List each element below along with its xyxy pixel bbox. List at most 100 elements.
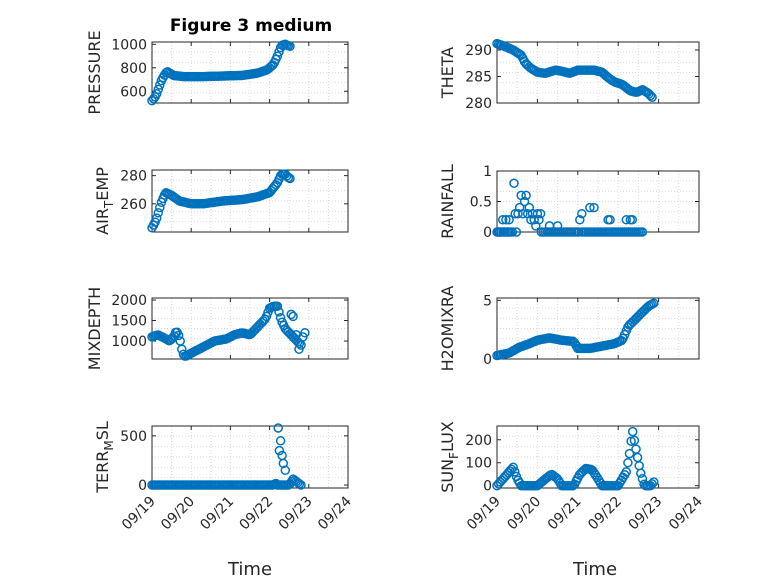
- y-tick-label: 1000: [111, 334, 147, 350]
- y-axis-label-main: RAINFALL: [438, 164, 457, 239]
- figure-title: Figure 3 medium: [170, 16, 332, 36]
- data-point: [518, 208, 528, 219]
- data-point: [623, 457, 633, 468]
- y-axis-label: AIRTEMP: [93, 167, 116, 235]
- y-tick-label: 100: [465, 456, 492, 472]
- y-tick-label: 200: [465, 433, 492, 449]
- data-point: [173, 330, 184, 341]
- data-point: [285, 173, 295, 184]
- data-point: [148, 94, 159, 104]
- y-tick-label: 280: [120, 169, 147, 185]
- data-point: [519, 196, 530, 207]
- y-axis-label: MIXDEPTH: [85, 287, 104, 370]
- y-tick-label: 1500: [111, 314, 147, 330]
- y-axis-label: PRESSURE: [85, 30, 104, 114]
- data-point: [291, 330, 302, 340]
- x-tick-label: 09/23: [276, 494, 316, 534]
- y-axis-label: TERRMSL: [93, 421, 116, 494]
- data-point: [627, 426, 638, 437]
- x-tick-label: 09/22: [585, 494, 625, 534]
- data-point: [294, 344, 304, 354]
- y-axis-label-main: H2OMIXRA: [438, 286, 457, 372]
- data-point: [534, 215, 544, 225]
- x-tick-label: 09/21: [197, 494, 237, 534]
- x-tick-label: 09/24: [666, 493, 706, 533]
- y-axis-label-main: THETA: [438, 47, 457, 99]
- data-point: [285, 41, 295, 52]
- data-point: [624, 448, 635, 459]
- data-point: [280, 465, 291, 476]
- data-point: [647, 479, 657, 489]
- y-tick-label: 1000: [111, 37, 147, 53]
- data-point: [629, 435, 640, 446]
- y-tick-label: 280: [465, 96, 492, 112]
- data-point: [275, 312, 286, 323]
- data-point: [577, 208, 587, 219]
- y-axis-label-tail: LUX: [438, 421, 457, 452]
- data-point: [621, 467, 632, 477]
- data-point: [637, 227, 648, 237]
- series-markers: [492, 178, 648, 237]
- data-point: [151, 213, 162, 223]
- data-point: [605, 215, 615, 225]
- y-tick-label: 285: [465, 69, 492, 85]
- y-axis-label: THETA: [438, 47, 457, 99]
- data-point: [155, 202, 165, 213]
- axes-pressure: 600 800 1000 PRESSURE: [85, 30, 349, 115]
- data-point: [294, 479, 305, 489]
- axes-h2omixra: 0 5 H2OMIXRA: [438, 286, 700, 372]
- y-axis-label-main: MIXDEPTH: [85, 287, 104, 370]
- data-point: [153, 84, 164, 95]
- data-point: [286, 309, 296, 320]
- x-axis-label-left: Time: [227, 559, 272, 580]
- data-point: [645, 90, 656, 101]
- data-point: [288, 311, 298, 322]
- axes-border: [151, 297, 349, 360]
- data-point: [532, 208, 543, 219]
- series-markers: [147, 301, 310, 361]
- data-point: [264, 63, 275, 73]
- axes-border: [496, 41, 700, 104]
- series-markers: [147, 423, 306, 490]
- x-tick-label: 09/19: [119, 494, 159, 534]
- data-point: [272, 301, 283, 311]
- y-tick-label: 0: [483, 479, 492, 495]
- data-point: [275, 436, 286, 446]
- x-tick-label: 09/22: [237, 494, 277, 534]
- data-point: [508, 462, 518, 473]
- y-tick-label: 500: [120, 429, 147, 445]
- data-point: [627, 215, 638, 225]
- x-tick-label: 09/20: [158, 494, 198, 534]
- axes-border: [151, 41, 349, 104]
- data-point: [589, 202, 599, 213]
- y-tick-label: 0: [138, 478, 147, 494]
- data-point: [261, 311, 272, 322]
- data-point: [274, 445, 285, 456]
- series-markers: [147, 169, 295, 233]
- axes-theta: 280 285 290 THETA: [438, 38, 700, 112]
- y-axis-label-main: TERR: [93, 451, 112, 494]
- y-tick-label: 290: [465, 43, 492, 59]
- y-tick-label: 260: [120, 197, 147, 213]
- x-tick-label: 09/20: [504, 494, 544, 534]
- y-tick-label: 600: [120, 84, 147, 100]
- y-axis-label-main: SUN: [438, 459, 457, 493]
- data-point: [513, 208, 523, 219]
- data-point: [504, 215, 514, 225]
- data-point: [621, 215, 632, 225]
- series-markers: [147, 39, 295, 106]
- y-axis-label-subscript: M: [102, 440, 116, 450]
- axes-mixdepth: 1000 1500 2000 MIXDEPTH: [85, 287, 349, 370]
- data-point: [273, 423, 283, 433]
- y-tick-label: 0.5: [470, 195, 492, 211]
- data-point: [504, 227, 514, 237]
- data-point: [501, 215, 511, 225]
- data-point: [647, 92, 657, 103]
- y-axis-label: H2OMIXRA: [438, 286, 457, 372]
- y-tick-label: 5: [483, 293, 492, 309]
- series-markers: [492, 426, 659, 491]
- data-point: [509, 178, 519, 188]
- data-point: [497, 215, 508, 225]
